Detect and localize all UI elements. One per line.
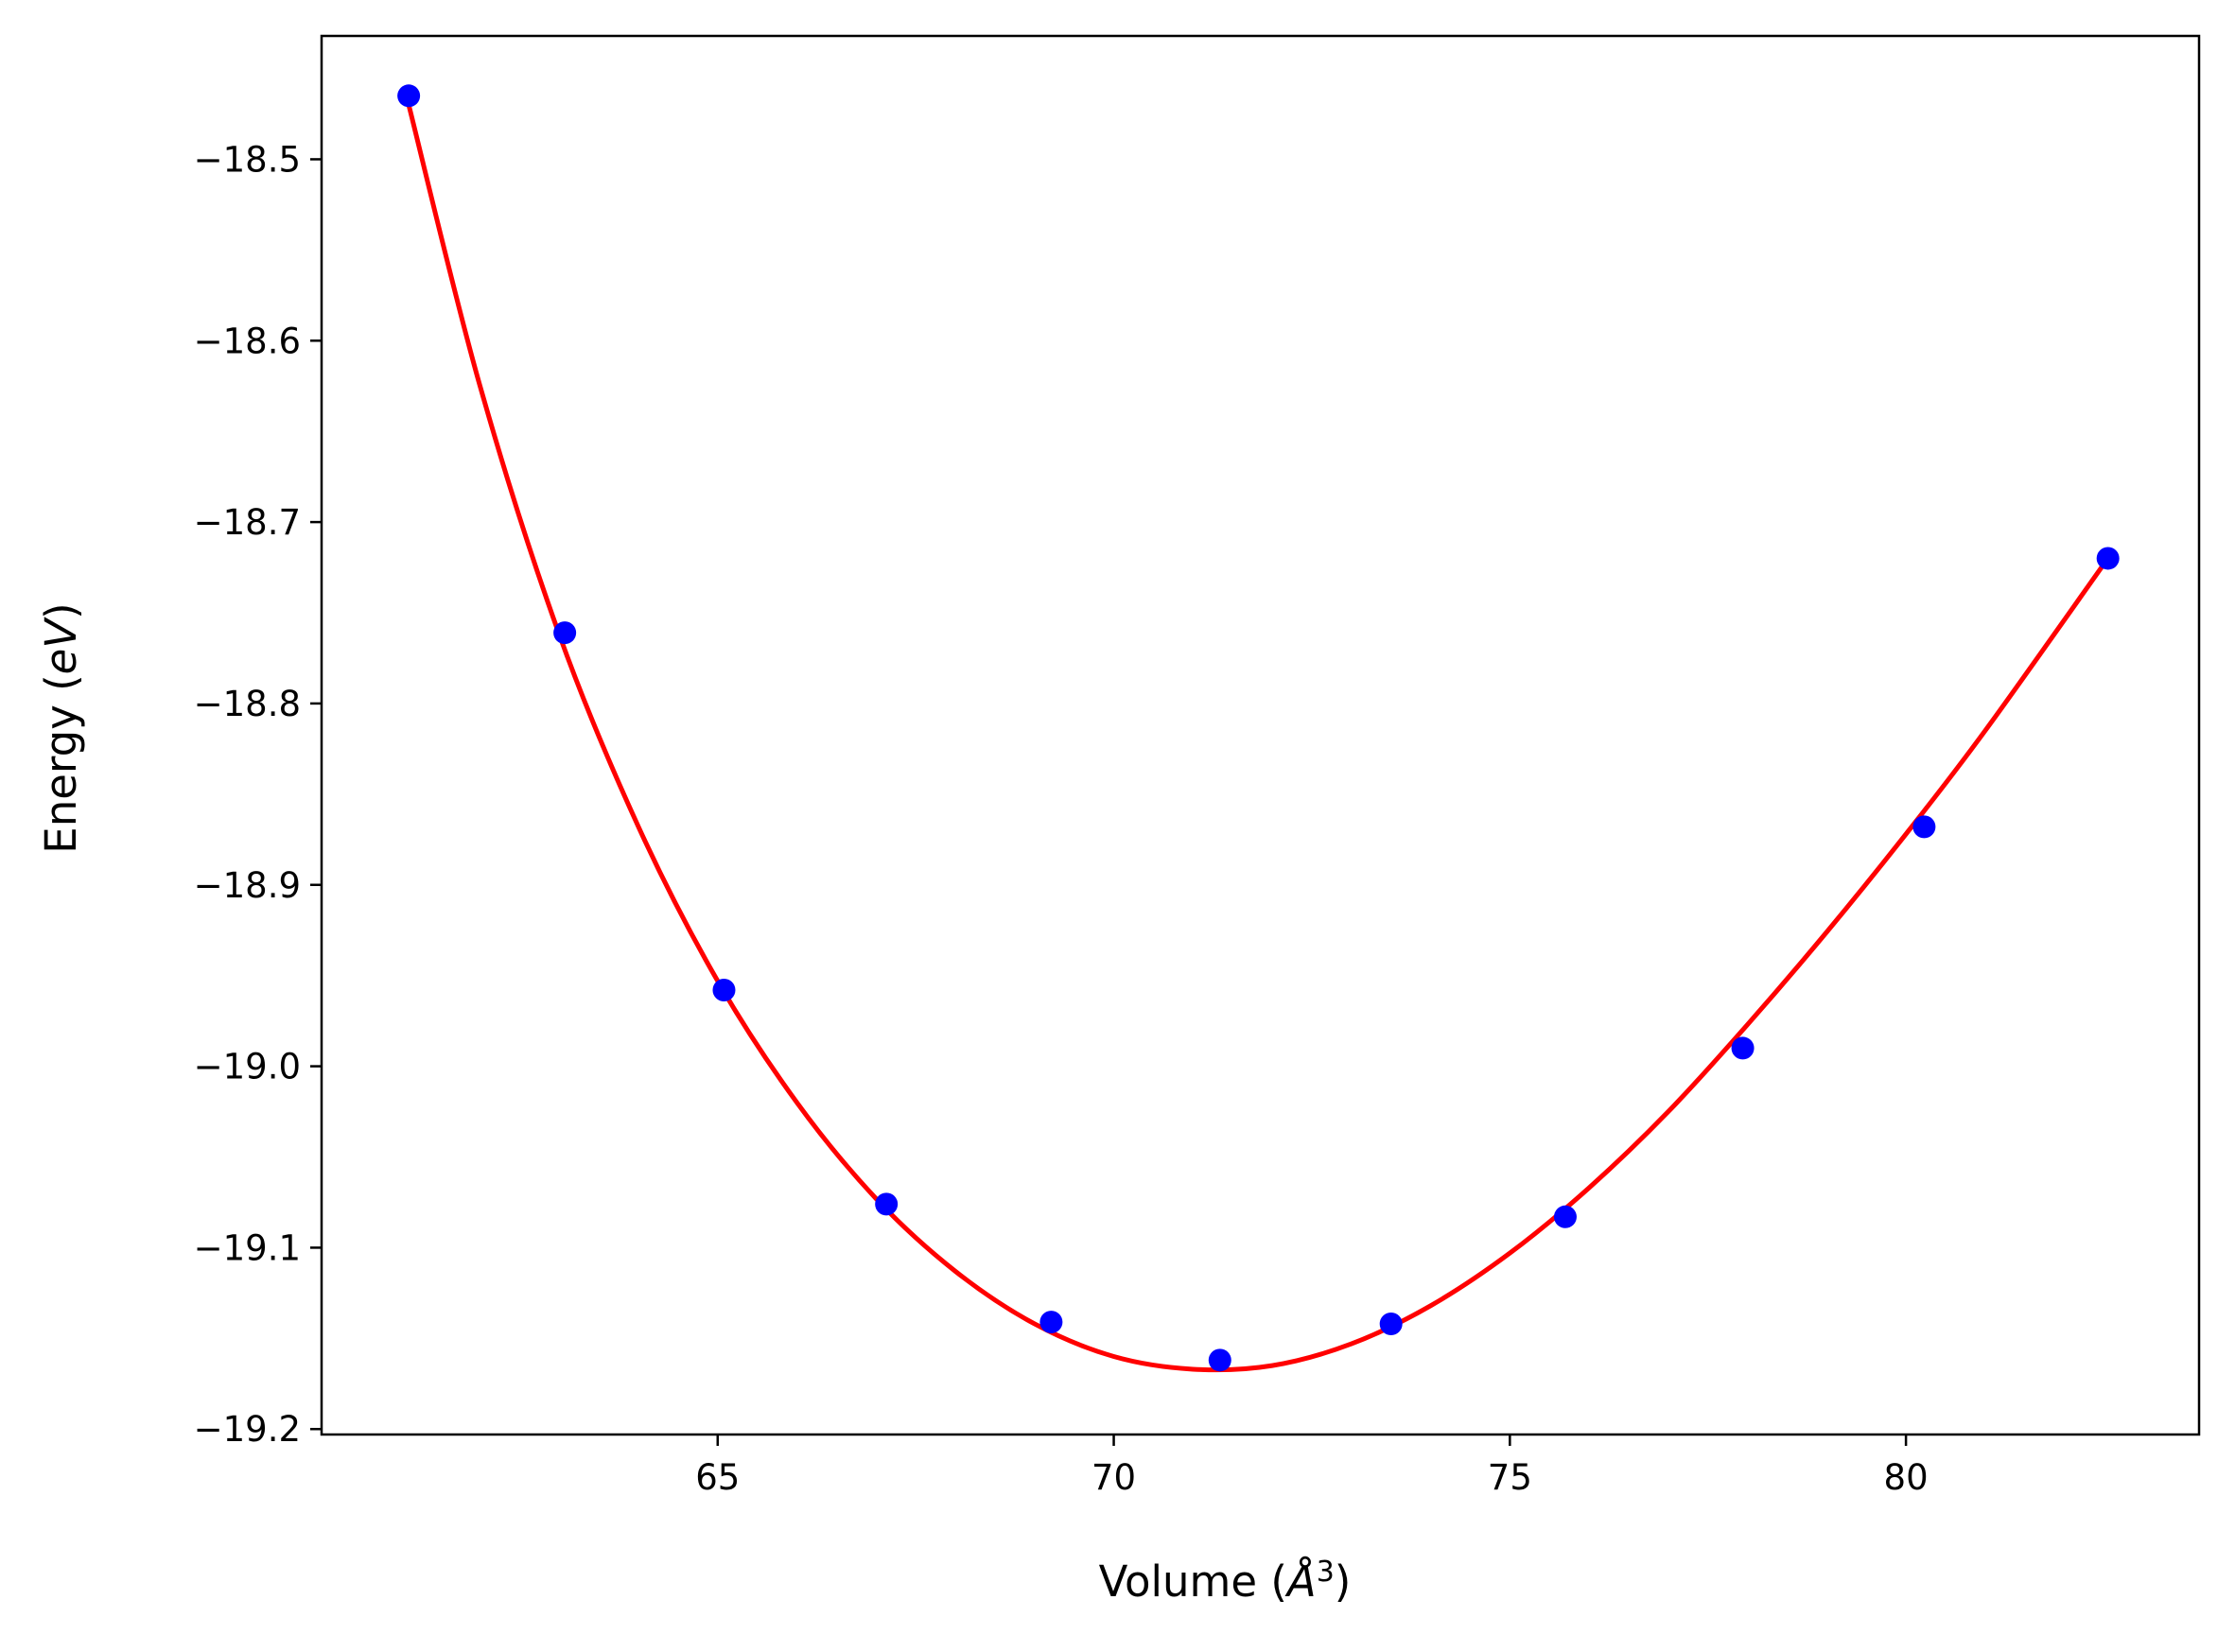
y-axis-label-close: ): [36, 602, 86, 619]
plot-area: [397, 84, 2120, 1373]
data-point: [2096, 547, 2120, 570]
x-axis-label-unit: Å: [1284, 1556, 1317, 1607]
x-axis-label-close: ): [1335, 1556, 1352, 1607]
y-axis-label-unit: eV: [36, 617, 86, 675]
y-tick-label: −19.1: [194, 1227, 301, 1268]
data-point: [1731, 1036, 1755, 1060]
x-tick-label: 65: [695, 1457, 740, 1498]
data-point: [1379, 1312, 1403, 1335]
y-tick-label: −19.2: [194, 1409, 301, 1450]
y-tick-label: −18.7: [194, 502, 301, 543]
x-tick-label: 70: [1091, 1457, 1136, 1498]
axes: 65 70 75 80 −18.5 −18.6 −18.7 −18.8 −18.9 −19.0 −1…: [194, 34, 2201, 1498]
y-axis-label: Energy (eV): [36, 602, 86, 853]
x-axis-label: Volume (Å3): [1099, 1556, 1352, 1607]
x-tick-label: 75: [1488, 1457, 1532, 1498]
data-point: [1912, 815, 1936, 839]
x-tick-label: 80: [1884, 1457, 1929, 1498]
y-tick-label: −18.6: [194, 321, 301, 361]
data-point: [1553, 1205, 1577, 1228]
y-tick-label: −18.5: [194, 139, 301, 180]
x-axis-label-text: Volume (: [1099, 1556, 1287, 1607]
fit-curve-line: [406, 104, 2110, 1373]
y-tick-label: −18.9: [194, 865, 301, 906]
data-point: [397, 84, 421, 108]
data-point: [553, 621, 577, 645]
plot-frame: [320, 34, 2201, 1436]
x-axis-label-power: 3: [1317, 1556, 1335, 1589]
y-tick-label: −18.8: [194, 684, 301, 724]
y-tick-label: −19.0: [194, 1047, 301, 1087]
data-point: [875, 1192, 899, 1216]
data-point: [1039, 1311, 1063, 1334]
data-point: [1208, 1348, 1231, 1372]
y-axis-label-text: Energy (: [36, 674, 86, 853]
data-point: [712, 979, 736, 1002]
